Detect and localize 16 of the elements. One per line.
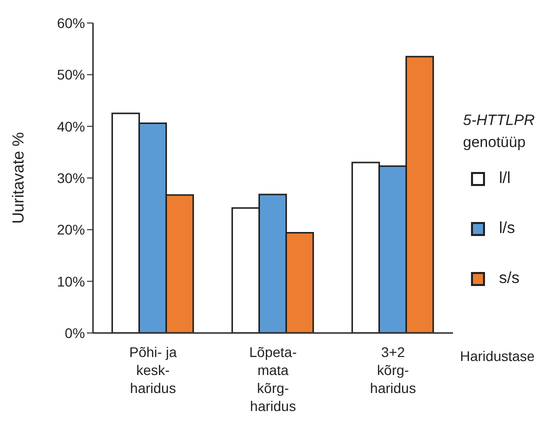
legend-title: 5-HTTLPR genotüüp [463, 111, 535, 153]
x-tick-label: 3+2 kõrg- haridus [370, 344, 416, 396]
y-axis-title: Uuritavate % [10, 132, 28, 224]
x-tick-label: Põhi- ja kesk- haridus [129, 344, 177, 396]
y-tick-label: 60% [56, 14, 85, 31]
y-tick-label: 50% [56, 66, 85, 83]
legend-label: l/l [499, 170, 511, 188]
y-tick-label: 30% [56, 170, 85, 186]
y-tick-label: 0% [64, 324, 85, 341]
legend-label: l/s [499, 220, 515, 238]
y-tick-label: 20% [56, 222, 85, 238]
y-tick-label: 10% [56, 273, 85, 290]
x-axis-title: Haridustase [460, 348, 535, 364]
x-tick-label: Lõpeta- mata kõrg- haridus [249, 344, 298, 414]
y-tick-label: 40% [56, 118, 85, 134]
legend-label: s/s [499, 270, 520, 288]
